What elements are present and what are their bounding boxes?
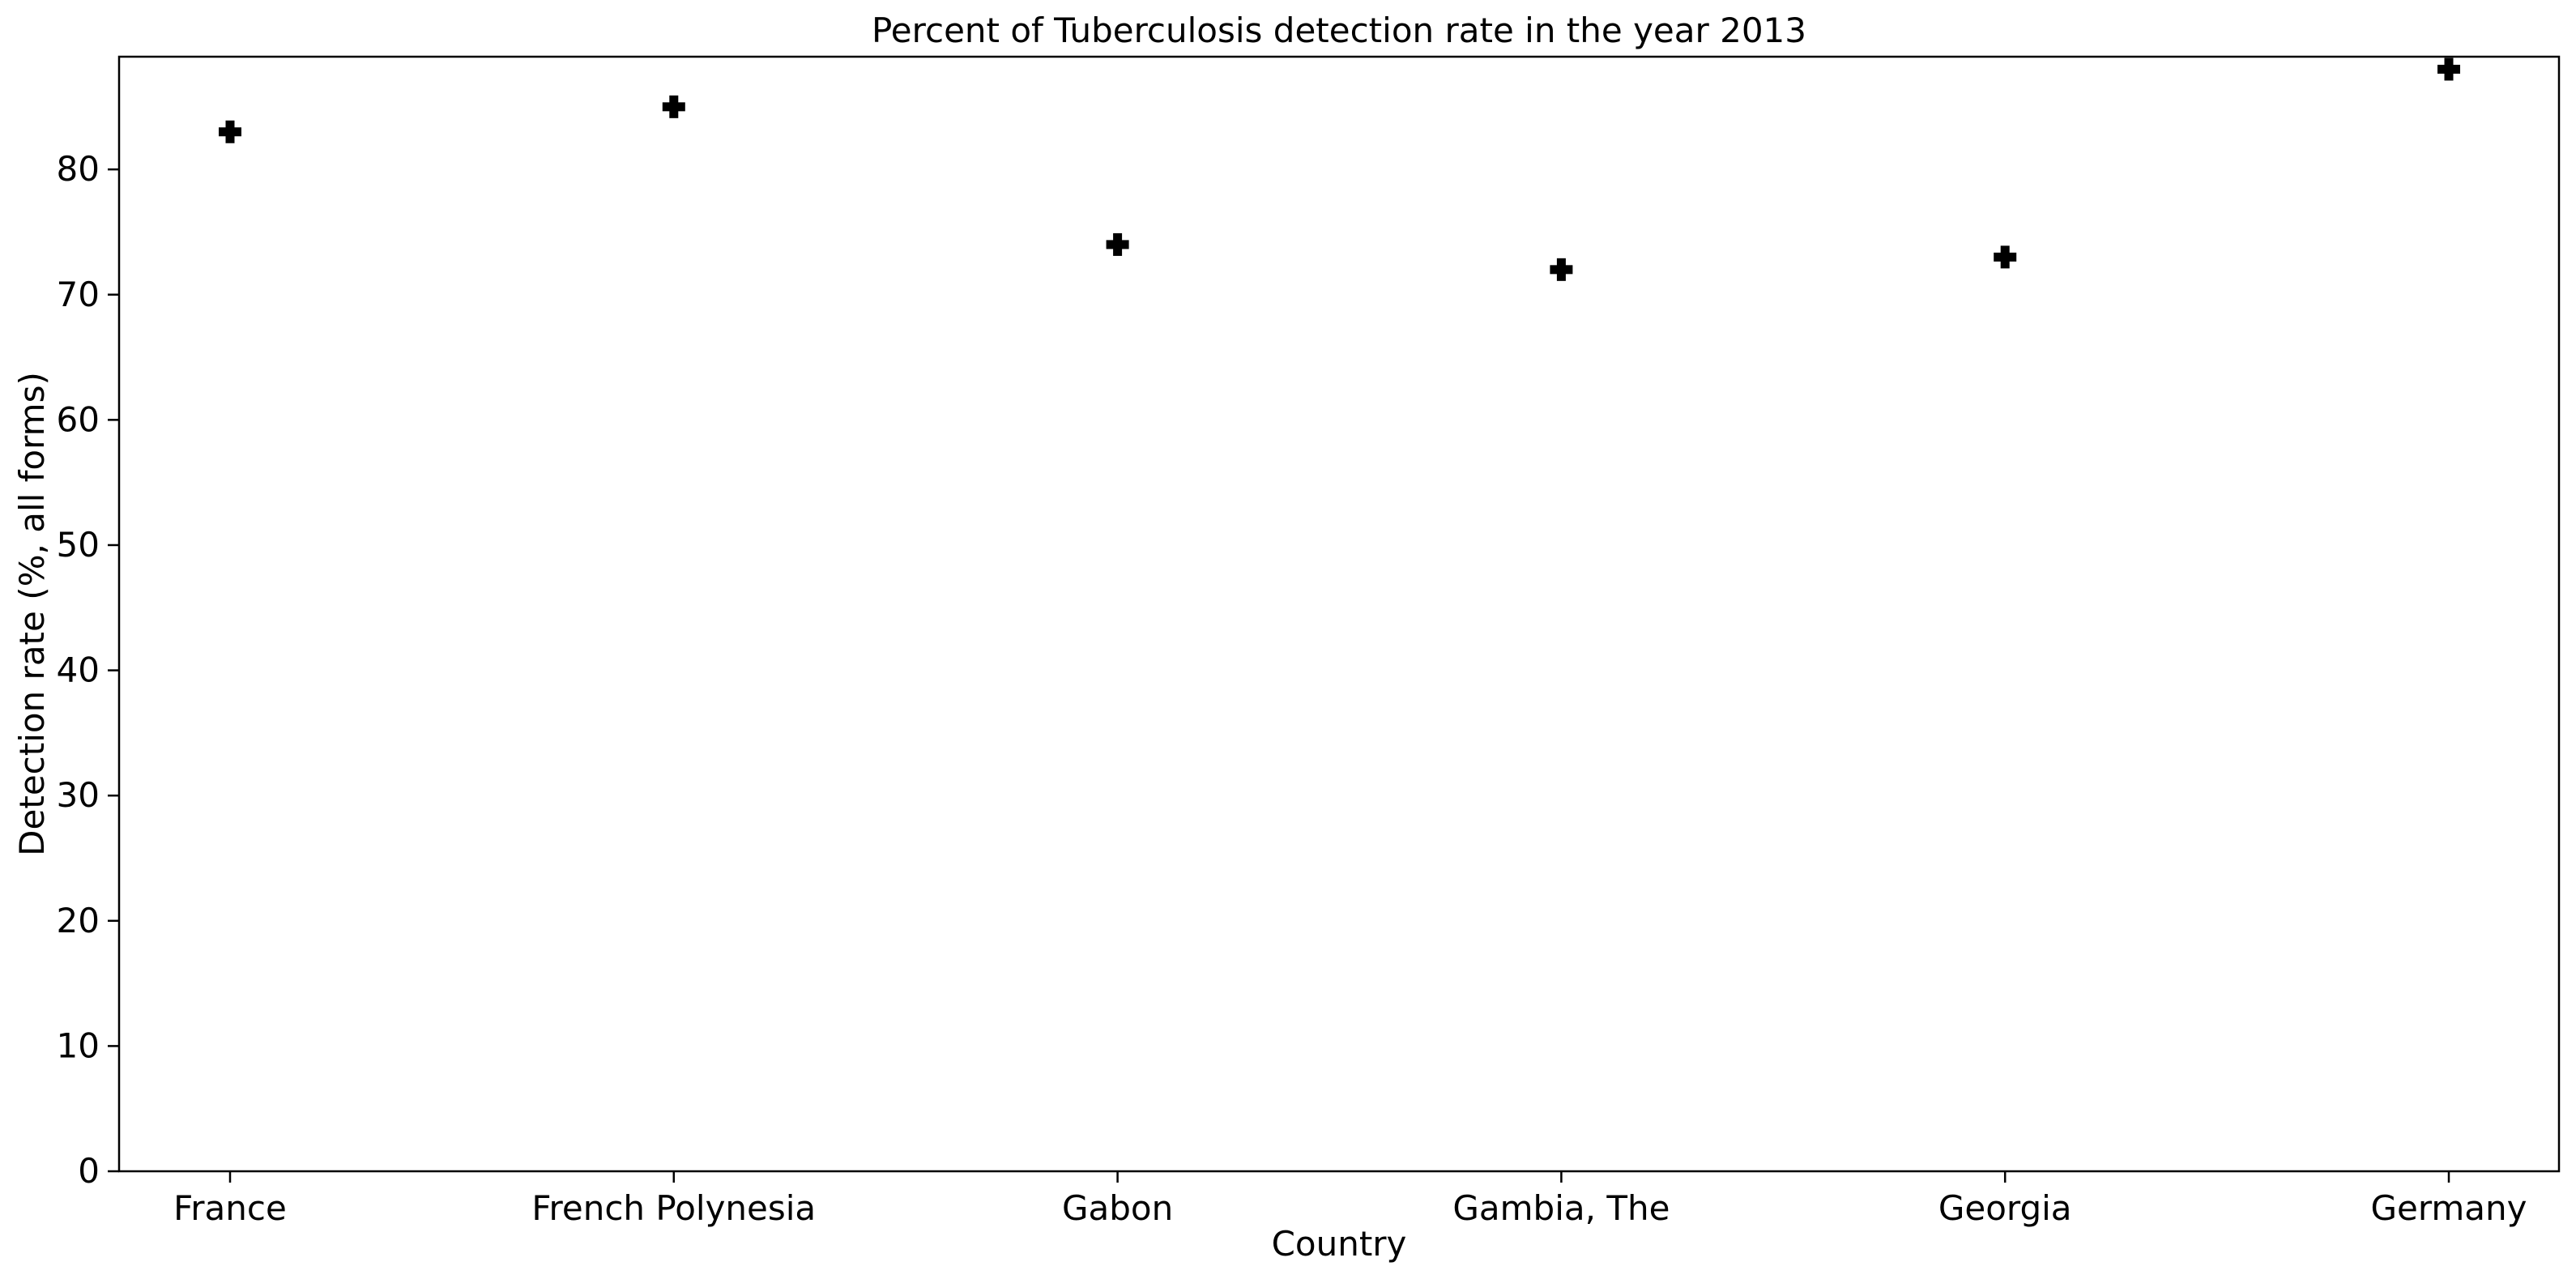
- y-tick-label: 10: [57, 1025, 100, 1065]
- x-tick-label: Georgia: [1938, 1188, 2072, 1228]
- x-tick-label: Gambia, The: [1452, 1188, 1670, 1228]
- y-axis-ticks: 0 10 20 30 40 50 60 70 80: [57, 149, 119, 1191]
- data-point: [2437, 58, 2460, 81]
- x-tick-label: Gabon: [1062, 1188, 1173, 1228]
- x-tick-label: French Polynesia: [531, 1188, 816, 1228]
- y-tick-label: 80: [57, 149, 100, 189]
- y-axis-label: Detection rate (%, all forms): [12, 372, 52, 856]
- data-points: [219, 58, 2460, 281]
- y-tick-label: 50: [57, 525, 100, 565]
- plot-area-frame: [117, 55, 2561, 1173]
- data-point: [1994, 245, 2017, 269]
- data-point: [1106, 232, 1129, 256]
- x-tick-label: France: [173, 1188, 287, 1228]
- y-tick-label: 20: [57, 901, 100, 940]
- x-axis-label: Country: [1272, 1224, 1407, 1264]
- y-tick-label: 60: [57, 399, 100, 439]
- y-tick-label: 40: [57, 650, 100, 690]
- data-point: [662, 95, 685, 118]
- data-point: [219, 120, 241, 143]
- data-point: [1550, 258, 1573, 281]
- x-tick-label: Germany: [2370, 1188, 2527, 1228]
- y-tick-label: 70: [57, 275, 100, 314]
- x-axis-ticks: France French Polynesia Gabon Gambia, The Ge…: [173, 1171, 2527, 1228]
- chart-title: Percent of Tuberculosis detection rate i…: [872, 11, 1806, 50]
- y-tick-label: 0: [78, 1151, 100, 1191]
- y-tick-label: 30: [57, 775, 100, 815]
